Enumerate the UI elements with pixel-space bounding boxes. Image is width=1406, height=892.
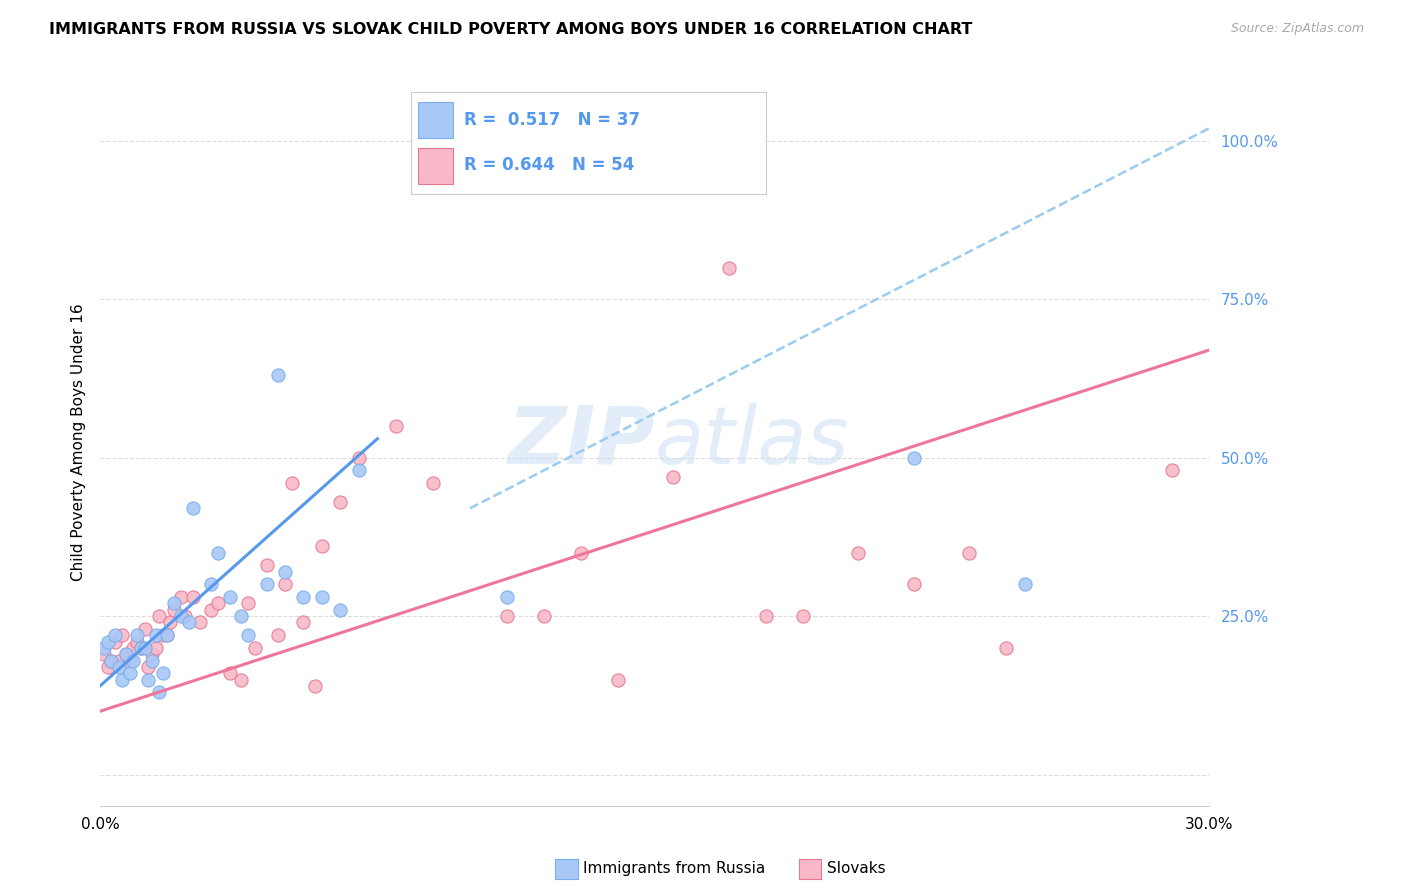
Point (236, 628, 259, 642)
Point (1014, 577, 1036, 591)
Point (136, 660, 159, 674)
Point (229, 673, 252, 687)
Point (792, 609, 814, 624)
Point (107, 653, 129, 667)
Point (93, 640, 115, 655)
Point (145, 640, 167, 655)
Point (274, 565, 297, 579)
Point (141, 653, 163, 667)
Point (281, 476, 304, 491)
Point (422, 476, 444, 491)
Point (755, 609, 778, 624)
Point (995, 640, 1018, 655)
Point (127, 628, 149, 642)
Point (717, 260, 740, 275)
Point (329, 495, 352, 509)
Point (111, 673, 134, 687)
Point (156, 628, 179, 642)
Point (156, 628, 179, 642)
Point (145, 628, 167, 642)
Point (236, 597, 259, 611)
Point (200, 603, 222, 617)
Point (385, 419, 408, 434)
Point (229, 609, 252, 624)
Point (256, 558, 278, 573)
Point (311, 590, 333, 604)
Point (148, 609, 170, 624)
Point (846, 546, 869, 560)
Point (207, 546, 229, 560)
Point (111, 628, 134, 642)
Point (218, 666, 240, 681)
Point (163, 603, 186, 617)
Point (245, 640, 267, 655)
Point (107, 660, 129, 674)
Point (903, 577, 925, 591)
Point (292, 615, 315, 630)
Point (136, 673, 159, 687)
Point (329, 603, 352, 617)
Point (118, 653, 141, 667)
Point (292, 590, 315, 604)
Point (127, 634, 149, 648)
Point (606, 673, 628, 687)
Point (163, 597, 186, 611)
Point (129, 640, 152, 655)
Point (496, 609, 519, 624)
Point (134, 622, 156, 636)
Point (122, 653, 145, 667)
Point (177, 615, 200, 630)
Point (347, 463, 370, 477)
Point (181, 590, 204, 604)
Point (122, 640, 145, 655)
Point (311, 540, 333, 554)
Text: Immigrants from Russia: Immigrants from Russia (583, 862, 766, 876)
Point (134, 640, 156, 655)
Point (533, 609, 555, 624)
Point (266, 628, 288, 642)
Point (170, 609, 193, 624)
Point (96, 634, 118, 648)
Point (100, 653, 122, 667)
Point (104, 634, 127, 648)
Point (96, 660, 118, 674)
Point (152, 666, 174, 681)
Point (115, 647, 138, 661)
Text: IMMIGRANTS FROM RUSSIA VS SLOVAK CHILD POVERTY AMONG BOYS UNDER 16 CORRELATION C: IMMIGRANTS FROM RUSSIA VS SLOVAK CHILD P… (49, 22, 973, 37)
Point (100, 653, 122, 667)
Text: Source: ZipAtlas.com: Source: ZipAtlas.com (1230, 22, 1364, 36)
Point (200, 577, 222, 591)
Y-axis label: Child Poverty Among Boys Under 16: Child Poverty Among Boys Under 16 (72, 303, 86, 581)
Point (170, 590, 193, 604)
Point (957, 546, 980, 560)
Point (181, 501, 204, 516)
Point (274, 577, 297, 591)
Point (118, 666, 141, 681)
Text: Slovaks: Slovaks (827, 862, 886, 876)
Point (662, 469, 685, 483)
Point (115, 647, 138, 661)
Point (152, 628, 174, 642)
Point (148, 685, 170, 699)
Point (1161, 463, 1184, 477)
Point (304, 679, 326, 693)
Point (159, 615, 181, 630)
Point (93, 647, 115, 661)
Point (903, 450, 925, 465)
Point (266, 368, 288, 383)
Point (174, 609, 197, 624)
Point (141, 647, 163, 661)
Point (218, 590, 240, 604)
Point (347, 450, 370, 465)
Text: atlas: atlas (655, 403, 849, 481)
Point (207, 597, 229, 611)
Text: ZIP: ZIP (508, 403, 655, 481)
Point (496, 590, 519, 604)
Point (104, 628, 127, 642)
Point (129, 640, 152, 655)
Point (569, 546, 592, 560)
Point (256, 577, 278, 591)
Point (188, 615, 211, 630)
